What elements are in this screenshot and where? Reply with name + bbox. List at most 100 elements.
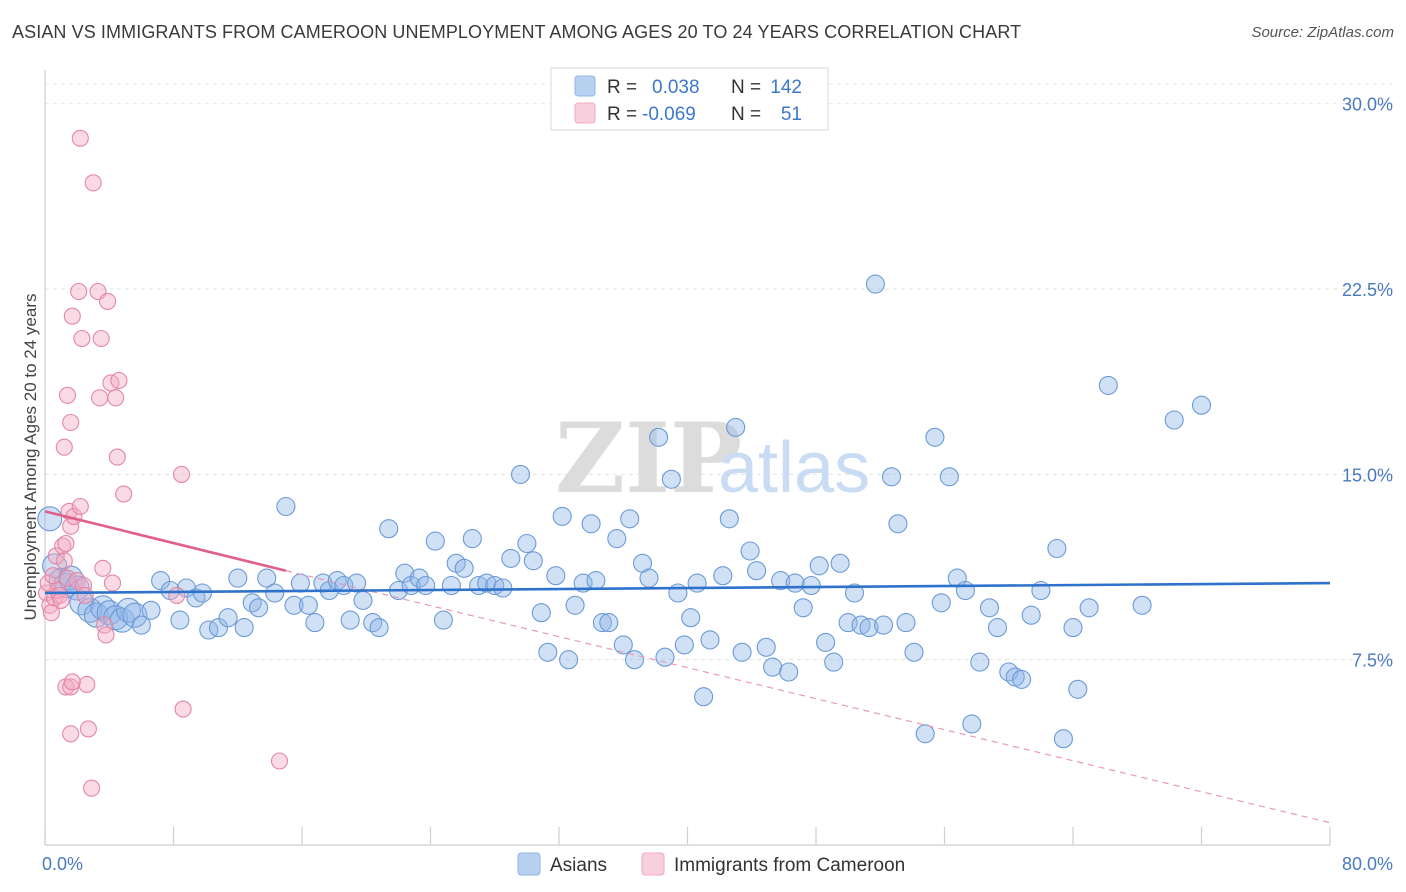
asian-point-53 bbox=[433, 610, 453, 630]
asian-point-135 bbox=[1053, 729, 1073, 749]
x-tick-label-max: 80.0% bbox=[1342, 854, 1393, 874]
legend-swatch-asians bbox=[574, 75, 596, 97]
cameroon-point-6 bbox=[47, 547, 65, 565]
asian-point-110 bbox=[844, 583, 865, 603]
asian-point-85 bbox=[661, 469, 681, 489]
asian-point-56 bbox=[454, 558, 474, 578]
asian-point-92 bbox=[713, 566, 733, 586]
y-tick-label-0: 7.5% bbox=[1352, 651, 1393, 671]
y-tick-label-3: 30.0% bbox=[1342, 95, 1393, 115]
asian-point-121 bbox=[931, 593, 951, 613]
asian-point-66 bbox=[531, 603, 551, 623]
asian-point-73 bbox=[581, 514, 601, 534]
asian-point-132 bbox=[1021, 605, 1041, 625]
asian-point-139 bbox=[1098, 375, 1118, 395]
asian-point-114 bbox=[873, 615, 894, 635]
asian-point-26 bbox=[228, 568, 248, 588]
chart-title: ASIAN VS IMMIGRANTS FROM CAMEROON UNEMPL… bbox=[12, 22, 1022, 42]
legend-n-value-1: 142 bbox=[770, 77, 802, 98]
cameroon-point-10 bbox=[54, 537, 72, 555]
cameroon-point-25 bbox=[71, 129, 89, 147]
asian-point-52 bbox=[425, 531, 445, 551]
asian-point-80 bbox=[624, 650, 645, 670]
cameroon-point-48 bbox=[62, 725, 80, 743]
asian-point-71 bbox=[565, 595, 585, 615]
asian-point-15 bbox=[131, 615, 151, 635]
asian-point-95 bbox=[732, 642, 752, 662]
asian-point-33 bbox=[284, 595, 304, 615]
asian-point-102 bbox=[785, 573, 805, 593]
cameroon-point-12 bbox=[57, 534, 75, 553]
asian-point-32 bbox=[276, 496, 296, 517]
asian-point-141 bbox=[1164, 410, 1184, 430]
asian-point-77 bbox=[607, 529, 627, 549]
asian-point-68 bbox=[546, 566, 566, 586]
asian-point-69 bbox=[552, 506, 572, 526]
legend-n-label-1: N = bbox=[731, 77, 761, 98]
asian-point-45 bbox=[369, 618, 389, 638]
asian-point-50 bbox=[409, 568, 429, 588]
asian-point-74 bbox=[586, 571, 606, 591]
y-tick-label-2: 22.5% bbox=[1342, 280, 1393, 300]
legend-r-label-2: R = bbox=[607, 104, 637, 125]
asian-point-112 bbox=[859, 618, 879, 638]
asian-point-125 bbox=[962, 714, 982, 734]
cameroon-point-30 bbox=[83, 779, 101, 797]
cameroon-point-43 bbox=[110, 371, 128, 390]
cameroon-point-27 bbox=[76, 586, 94, 604]
asian-point-104 bbox=[801, 575, 821, 596]
bottom-legend-swatch-asians bbox=[517, 852, 541, 876]
cameroon-point-24 bbox=[70, 282, 88, 301]
asian-point-89 bbox=[687, 573, 707, 593]
asian-point-98 bbox=[756, 637, 776, 657]
trend-lines bbox=[44, 510, 1331, 824]
asian-point-134 bbox=[1047, 538, 1067, 559]
cameroon-point-18 bbox=[71, 497, 89, 516]
bottom-legend-asians: Asians bbox=[550, 855, 607, 876]
asian-point-79 bbox=[620, 509, 640, 529]
asian-point-19 bbox=[170, 610, 190, 630]
cameroon-point-9 bbox=[52, 591, 70, 609]
asian-point-105 bbox=[809, 556, 829, 576]
legend-swatch-cameroon bbox=[574, 102, 596, 124]
asian-point-41 bbox=[340, 610, 360, 630]
cameroon-point-40 bbox=[103, 574, 122, 592]
asian-point-61 bbox=[493, 578, 513, 598]
asian-point-120 bbox=[925, 427, 945, 447]
stats-legend: R = 0.038 N = 142 R = -0.069 N = 51 bbox=[550, 67, 829, 131]
y-tick-label-1: 15.0% bbox=[1342, 465, 1393, 485]
cameroon-point-35 bbox=[94, 559, 112, 577]
cameroon-point-4 bbox=[44, 567, 62, 585]
cameroon-trend-extension bbox=[285, 570, 1331, 824]
asian-point-106 bbox=[816, 632, 836, 652]
asian-point-64 bbox=[517, 533, 537, 554]
asian-point-118 bbox=[904, 642, 924, 662]
asian-point-75 bbox=[592, 613, 612, 633]
asian-point-35 bbox=[298, 595, 318, 615]
asian-point-97 bbox=[747, 561, 767, 581]
asians-trend-line bbox=[44, 581, 1331, 595]
asian-point-0 bbox=[37, 506, 63, 532]
cameroon-point-21 bbox=[58, 386, 77, 404]
cameroon-point-41 bbox=[107, 389, 125, 407]
asian-point-103 bbox=[793, 598, 813, 618]
asians-points bbox=[37, 274, 1212, 749]
asian-point-88 bbox=[681, 608, 701, 628]
asian-point-99 bbox=[763, 657, 783, 677]
bottom-legend-cameroon: Immigrants from Cameroon bbox=[674, 855, 905, 876]
bottom-legend-swatch-cameroon bbox=[641, 852, 665, 876]
watermark-zip: ZIP bbox=[555, 402, 742, 515]
cameroon-point-42 bbox=[108, 448, 126, 466]
asian-point-76 bbox=[599, 613, 619, 633]
asian-point-113 bbox=[865, 274, 885, 294]
cameroon-point-11 bbox=[55, 552, 73, 570]
asian-point-131 bbox=[1012, 669, 1032, 689]
asian-point-101 bbox=[779, 662, 799, 682]
cameroon-point-23 bbox=[63, 307, 81, 325]
cameroon-point-33 bbox=[91, 389, 109, 407]
cameroon-point-28 bbox=[78, 675, 96, 693]
asian-point-24 bbox=[208, 618, 229, 638]
asian-point-27 bbox=[234, 618, 254, 638]
asian-point-28 bbox=[242, 593, 262, 613]
